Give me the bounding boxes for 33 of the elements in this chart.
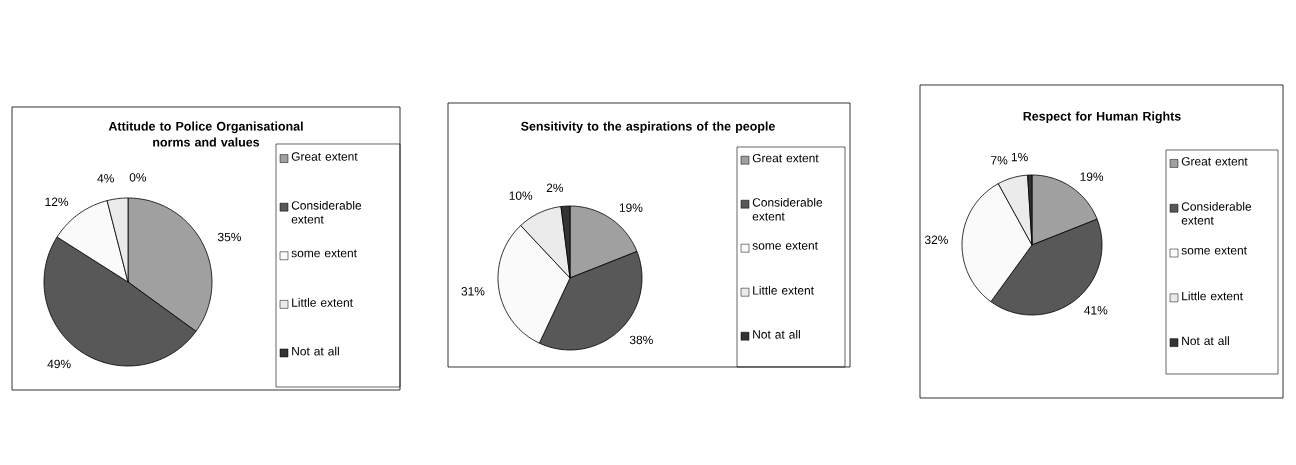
- data-label: 41%: [1084, 306, 1108, 315]
- legend-label: Considerable extent: [291, 200, 362, 224]
- legend-label: Considerable extent: [752, 197, 823, 221]
- chart-title: Respect for Human Rights: [1023, 111, 1181, 124]
- legend-label: some extent: [1181, 246, 1247, 255]
- chart-title: Attitude to Police Organisational norms and values: [108, 121, 303, 147]
- chart-title: Sensitivity to the aspirations of the people: [521, 121, 775, 134]
- legend-label: Great extent: [1181, 157, 1248, 166]
- data-label: 19%: [619, 203, 643, 212]
- legend-label: Great extent: [752, 153, 819, 163]
- legend-label: Little extent: [1182, 291, 1243, 301]
- data-label: 12%: [45, 197, 69, 207]
- data-label: 10%: [509, 191, 533, 200]
- legend-label: Considerable extent: [1181, 201, 1252, 225]
- data-label: 19%: [1080, 172, 1104, 181]
- legend-label: Great extent: [291, 152, 358, 161]
- legend-label: Not at all: [753, 329, 800, 339]
- legend-label: some extent: [291, 249, 357, 258]
- data-label: 7%: [991, 156, 1008, 165]
- data-label: 49%: [47, 359, 71, 369]
- data-label: 38%: [629, 335, 653, 345]
- legend-label: Not at all: [1182, 336, 1229, 346]
- legend-label: Little extent: [753, 285, 814, 295]
- data-label: 31%: [461, 287, 485, 296]
- legend-label: Little extent: [292, 298, 353, 307]
- data-label: 35%: [217, 232, 242, 242]
- data-label: 1%: [1011, 152, 1028, 162]
- data-label: 4%: [97, 174, 114, 183]
- data-label: 2%: [546, 183, 564, 192]
- data-label: 32%: [924, 235, 948, 245]
- legend-label: some extent: [752, 241, 818, 250]
- legend-label: Not at all: [292, 346, 339, 356]
- text: 0%: [129, 173, 147, 182]
